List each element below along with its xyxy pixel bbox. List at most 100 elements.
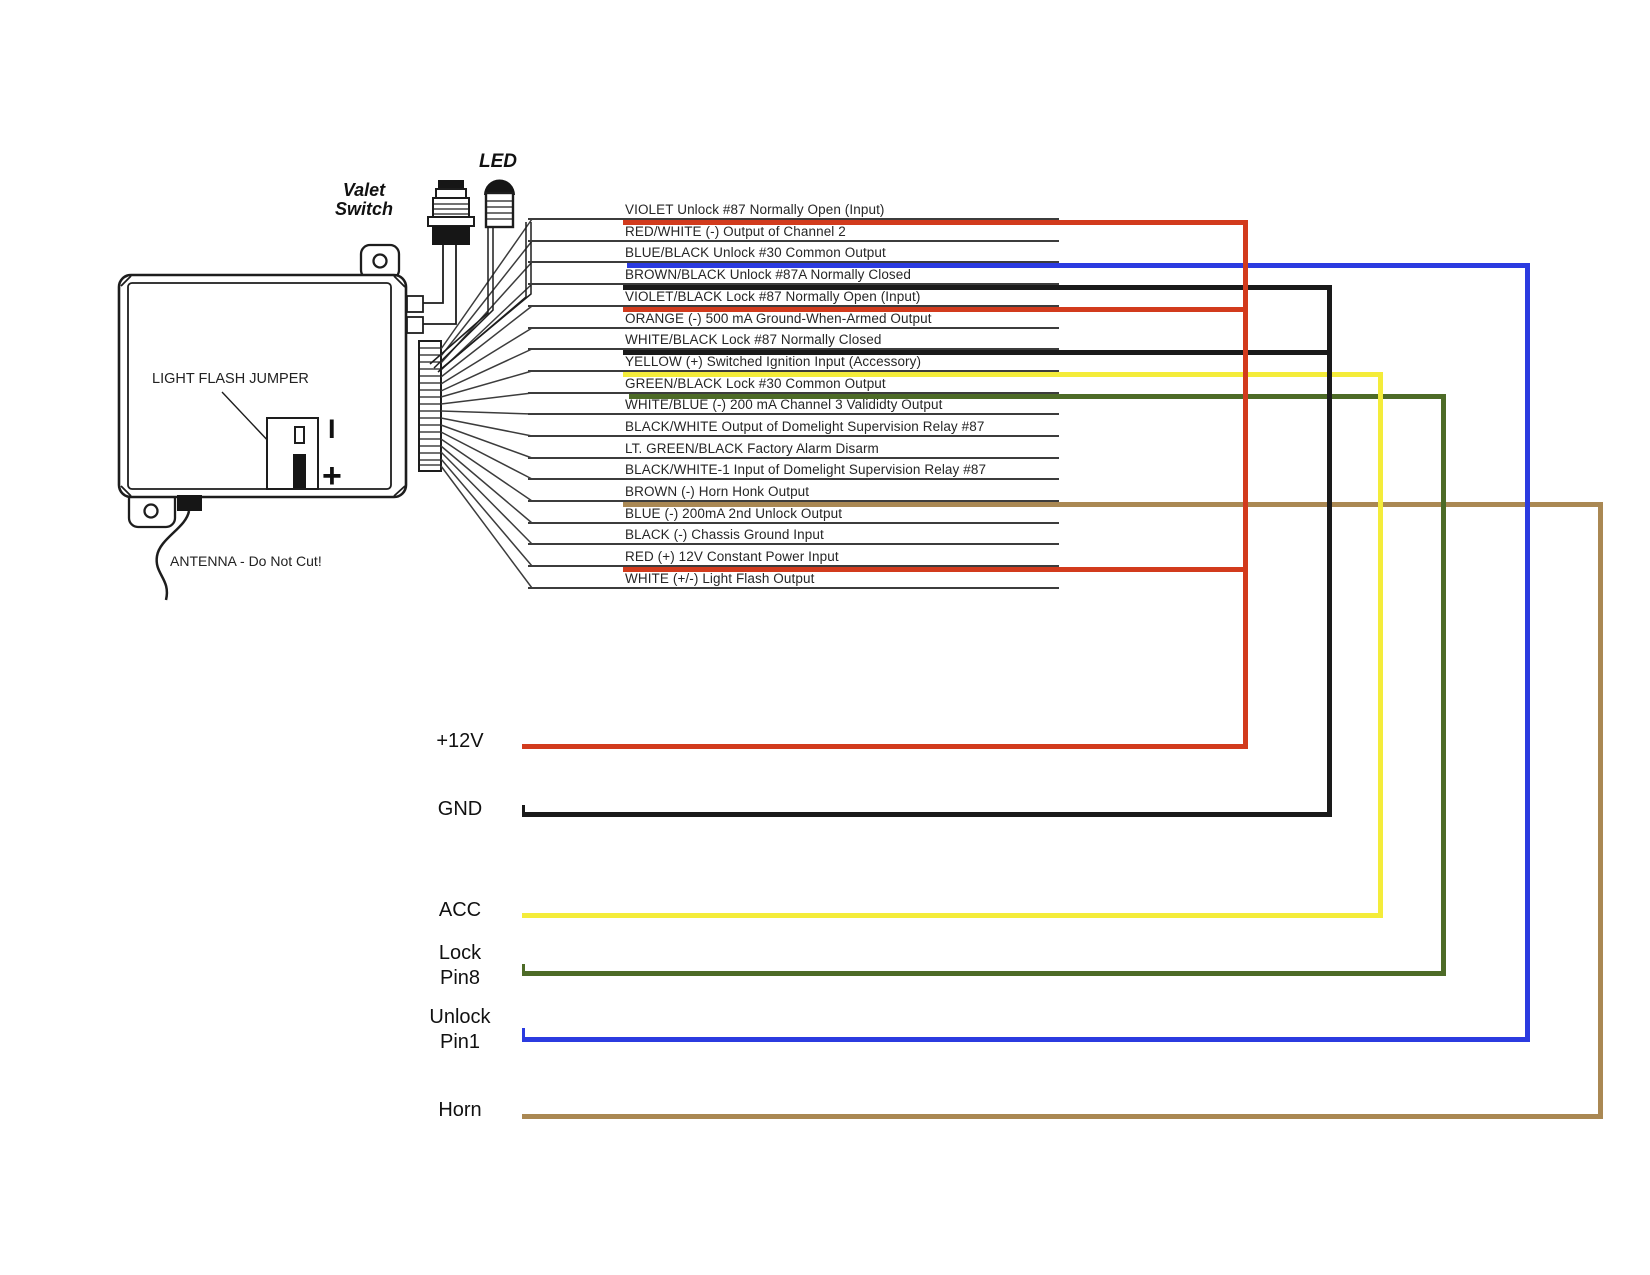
wire-violet-unlock-red [623,220,1248,225]
wire-ignition-yellow [623,372,1383,377]
terminal-12v: +12V [408,729,512,754]
valet-switch-label: Valet Switch [334,180,393,219]
valet-switch-icon [423,180,475,325]
wire-acc-horizontal [522,913,1383,918]
terminal-acc: ACC [408,898,512,923]
wire-row: RED/WHITE (-) Output of Channel 2 [528,223,1059,247]
wire-horn-brown [623,502,1603,507]
wire-row-label: BROWN (-) Horn Honk Output [625,484,810,499]
wire-row-label: BLACK/WHITE-1 Input of Domelight Supervi… [625,462,987,477]
wire-row: ORANGE (-) 500 mA Ground-When-Armed Outp… [528,310,1059,334]
wire-row-label: WHITE/BLUE (-) 200 mA Channel 3 Valididt… [625,397,943,412]
wire-row-underline [528,565,1059,567]
terminal-lock: Lock Pin8 [408,941,512,991]
jumper-on-mark: I [328,414,336,444]
wire-row-underline [528,478,1059,480]
wire-row-label: BLUE/BLACK Unlock #30 Common Output [625,245,886,260]
wire-row-label: WHITE/BLACK Lock #87 Normally Closed [625,332,882,347]
wire-row-label: GREEN/BLACK Lock #30 Common Output [625,376,886,391]
wire-row-label: BLACK/WHITE Output of Domelight Supervis… [625,419,985,434]
wire-row-underline [528,348,1059,350]
wire-row: BLUE (-) 200mA 2nd Unlock Output [528,505,1059,529]
wire-row-label: VIOLET Unlock #87 Normally Open (Input) [625,202,885,217]
wire-row-underline [528,543,1059,545]
wire-row-underline [528,283,1059,285]
wire-row: WHITE/BLACK Lock #87 Normally Closed [528,331,1059,355]
jumper-plus-mark: + [322,457,342,495]
wire-unlock-common-blue [627,263,1530,268]
terminal-label: Horn [438,1099,482,1121]
led-label: LED [479,151,517,172]
wire-row-label: BROWN/BLACK Unlock #87A Normally Closed [625,267,911,282]
wire-brown-vertical [1598,502,1603,1119]
wire-row: LT. GREEN/BLACK Factory Alarm Disarm [528,440,1059,464]
wire-row-label: ORANGE (-) 500 mA Ground-When-Armed Outp… [625,311,932,326]
terminal-label: +12V [436,730,484,752]
wire-lock-horizontal [522,971,1446,976]
wire-12v-horizontal [522,744,1248,749]
wire-lock-87-red [623,307,1248,312]
wire-row-underline [528,435,1059,437]
wire-row-label: VIOLET/BLACK Lock #87 Normally Open (Inp… [625,289,921,304]
wire-row-label: RED/WHITE (-) Output of Channel 2 [625,224,846,239]
wire-row: BROWN (-) Horn Honk Output [528,483,1059,507]
wire-yellow-vertical [1378,372,1383,918]
wire-row: VIOLET/BLACK Lock #87 Normally Open (Inp… [528,288,1059,312]
wire-row-underline [528,305,1059,307]
wire-row-underline [528,500,1059,502]
wire-gnd-tick [522,805,525,813]
wire-row-underline [528,218,1059,220]
wire-horn-horizontal [522,1114,1603,1119]
wire-row-label: BLUE (-) 200mA 2nd Unlock Output [625,506,843,521]
terminal-label: Unlock [429,1006,491,1028]
wire-lock-nc-black [623,350,1332,355]
wire-row-label: BLACK (-) Chassis Ground Input [625,527,824,542]
wire-row-underline [528,413,1059,415]
wire-gnd-horizontal [522,812,1332,817]
led-icon [429,179,532,373]
terminal-horn: Horn [408,1098,512,1123]
wire-unlock-87a-black [623,285,1332,290]
wire-row-underline [528,587,1059,589]
harness-lead-lines [440,218,533,589]
wire-red-vertical [1243,220,1248,749]
wire-black-vertical [1327,285,1332,817]
wire-row: YELLOW (+) Switched Ignition Input (Acce… [528,353,1059,377]
wire-lock-tick [522,964,525,972]
light-flash-jumper-label: LIGHT FLASH JUMPER [152,371,309,387]
wire-row-label: YELLOW (+) Switched Ignition Input (Acce… [625,354,922,369]
wire-green-vertical [1441,394,1446,976]
wire-row: WHITE (+/-) Light Flash Output [528,570,1059,594]
wire-row-underline [528,261,1059,263]
terminal-label: Lock [438,942,482,964]
wire-row-label: RED (+) 12V Constant Power Input [625,549,839,564]
terminal-label: GND [437,798,483,820]
terminal-unlock: Unlock Pin1 [408,1005,512,1055]
wire-row: BROWN/BLACK Unlock #87A Normally Closed [528,266,1059,290]
wire-constant-power-red [623,567,1248,572]
wire-row-label: WHITE (+/-) Light Flash Output [625,571,815,586]
wire-row-underline [528,457,1059,459]
antenna-label: ANTENNA - Do Not Cut! [170,553,322,569]
light-flash-jumper-block [221,391,319,490]
wire-unlock-tick [522,1028,525,1038]
control-module-box [117,243,408,601]
antenna-wire [155,510,191,601]
terminal-label: ACC [438,899,482,921]
wire-row: WHITE/BLUE (-) 200 mA Channel 3 Valididt… [528,396,1059,420]
wire-row: VIOLET Unlock #87 Normally Open (Input) [528,201,1059,225]
wire-row: BLACK (-) Chassis Ground Input [528,526,1059,550]
wire-row-label: LT. GREEN/BLACK Factory Alarm Disarm [625,441,879,456]
wire-lock-common-green [629,394,1446,399]
wire-row: BLACK/WHITE-1 Input of Domelight Supervi… [528,461,1059,485]
wire-row: RED (+) 12V Constant Power Input [528,548,1059,572]
terminal-label-line2: Pin1 [439,1031,481,1053]
wire-harness-connector [406,295,442,472]
wire-unlock-horizontal [522,1037,1530,1042]
terminal-label-line2: Pin8 [439,967,481,989]
wire-row-underline [528,522,1059,524]
wire-row-underline [528,327,1059,329]
wire-row-underline [528,392,1059,394]
